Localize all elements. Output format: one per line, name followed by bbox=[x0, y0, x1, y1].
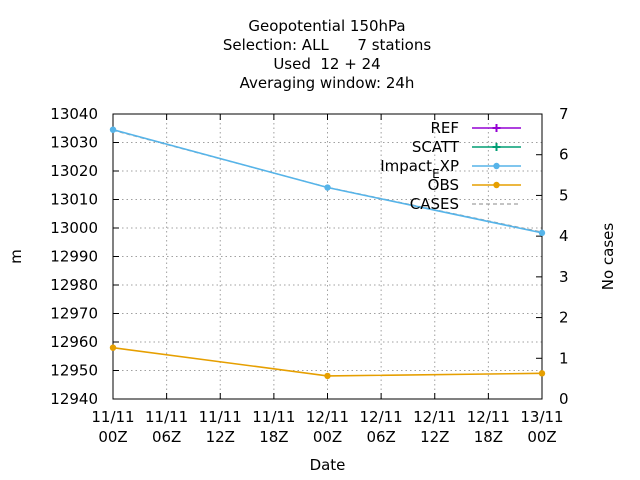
series-line bbox=[112, 128, 543, 234]
y-axis-label: m bbox=[7, 249, 25, 264]
legend-marker bbox=[493, 181, 500, 189]
x-axis-label: Date bbox=[310, 456, 346, 474]
y-tick-label: 13030 bbox=[50, 134, 98, 152]
y2-tick-label: 0 bbox=[559, 390, 569, 408]
y-tick-label: 12950 bbox=[50, 362, 98, 380]
y2-axis-label: No cases bbox=[599, 223, 617, 291]
data-point bbox=[538, 370, 546, 377]
y2-tick-label: 1 bbox=[559, 349, 569, 367]
series-layer bbox=[109, 126, 546, 380]
y2-tick-label: 3 bbox=[559, 268, 569, 286]
legend-label: REF bbox=[430, 119, 459, 137]
title-line: Averaging window: 24h bbox=[240, 74, 415, 92]
y-tick-label: 13000 bbox=[50, 219, 98, 237]
y-tick-label: 12980 bbox=[50, 276, 98, 294]
y2-tick-label: 7 bbox=[559, 105, 569, 123]
y-tick-label: 13010 bbox=[50, 191, 98, 209]
data-point bbox=[324, 372, 331, 380]
data-point bbox=[109, 344, 117, 351]
data-point bbox=[538, 229, 546, 237]
x-tick-label: 13/11 00Z bbox=[520, 408, 563, 446]
y2-tick-label: 4 bbox=[559, 227, 569, 245]
title-line: Selection: ALL 7 stations bbox=[223, 36, 431, 54]
x-tick-label: 12/11 18Z bbox=[467, 408, 510, 446]
x-tick-label: 12/11 00Z bbox=[306, 408, 349, 446]
x-tick-label: 11/11 18Z bbox=[252, 408, 295, 446]
x-tick-label: 12/11 12Z bbox=[413, 408, 456, 446]
legend-label: SCATT bbox=[412, 138, 460, 156]
x-tick-label: 12/11 06Z bbox=[360, 408, 403, 446]
y2-tick-label: 2 bbox=[559, 309, 569, 327]
data-point bbox=[109, 126, 117, 133]
y-tick-label: 13020 bbox=[50, 162, 98, 180]
legend-label: CASES bbox=[410, 195, 459, 213]
y2-axis-ticks: 0 1 2 3 4 5 6 7 bbox=[536, 105, 569, 408]
y-tick-label: 12970 bbox=[50, 305, 98, 323]
x-axis-ticks: 11/11 00Z 11/11 06Z 11/11 12Z 11/11 18Z 12/11 00Z… bbox=[91, 114, 564, 446]
y-tick-label: 12990 bbox=[50, 248, 98, 266]
y2-tick-label: 5 bbox=[559, 186, 569, 204]
y-tick-label: 12960 bbox=[50, 333, 98, 351]
legend-label: OBS bbox=[428, 176, 459, 194]
x-tick-label: 11/11 00Z bbox=[91, 408, 134, 446]
legend-marker bbox=[493, 162, 500, 170]
y2-tick-label: 6 bbox=[559, 146, 569, 164]
title-line: Used 12 + 24 bbox=[273, 55, 380, 73]
title-line: Geopotential 150hPa bbox=[248, 17, 405, 35]
y-tick-label: 13040 bbox=[50, 105, 98, 123]
y-tick-label: 12940 bbox=[50, 390, 98, 408]
x-tick-label: 11/11 12Z bbox=[199, 408, 242, 446]
y-axis-ticks: 12940 12950 12960 12970 12980 12990 13000 13010… bbox=[50, 105, 119, 408]
data-point bbox=[324, 184, 331, 191]
x-tick-label: 11/11 06Z bbox=[145, 408, 188, 446]
